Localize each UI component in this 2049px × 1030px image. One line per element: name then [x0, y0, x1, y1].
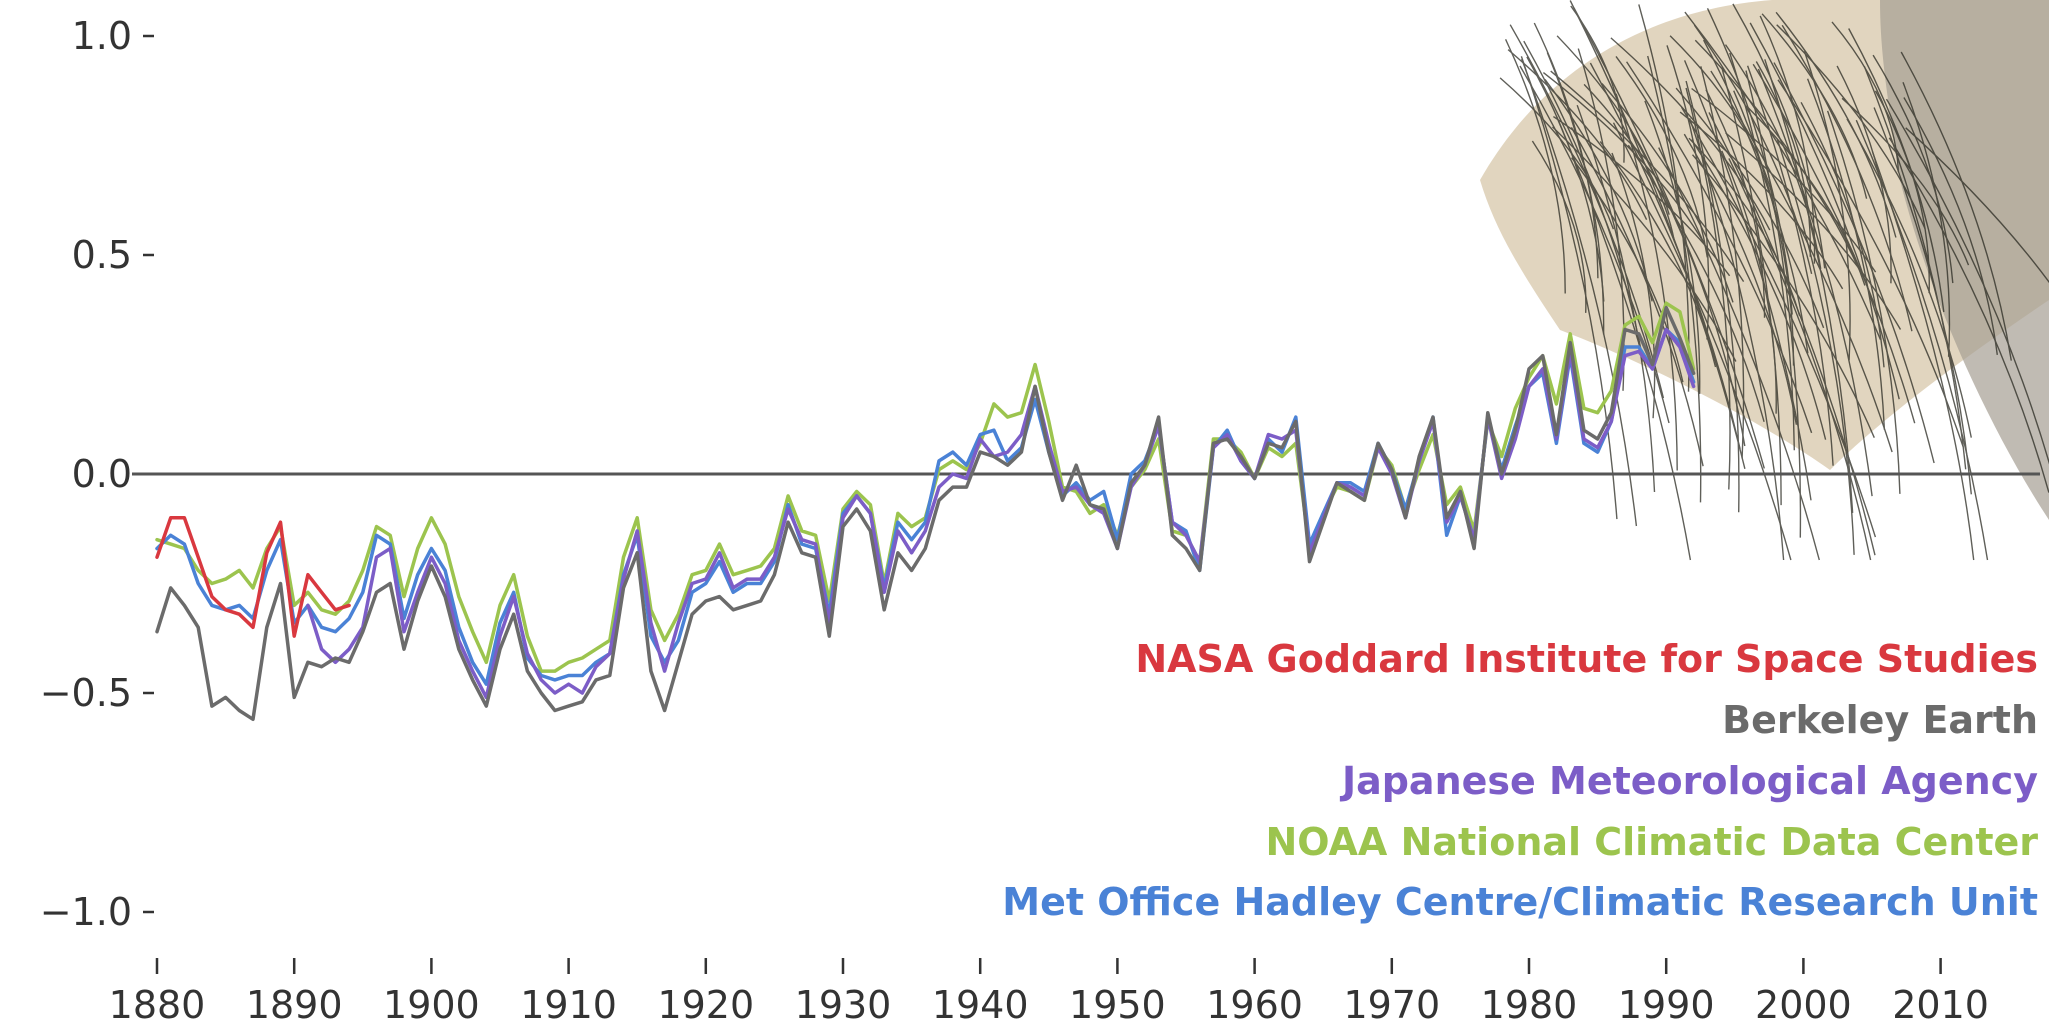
legend-entry: NOAA National Climatic Data Center	[1265, 820, 2038, 864]
decor-strand	[1688, 137, 1801, 316]
decor-strand	[1733, 90, 1795, 366]
x-tick-label: 1930	[795, 983, 892, 1027]
decor-strand	[1679, 111, 1844, 290]
x-tick-label: 1880	[109, 983, 206, 1027]
decor-strand	[1542, 72, 1706, 245]
decor-strand	[1526, 56, 1605, 302]
decor-strand	[1826, 110, 1901, 494]
decor-strand	[1688, 117, 1785, 561]
decor-strand	[1544, 78, 1653, 302]
legend-entry: Berkeley Earth	[1722, 698, 2038, 742]
decor-strand	[1521, 58, 1638, 527]
decor-strand	[1903, 97, 1998, 355]
x-tick-label: 1920	[657, 983, 754, 1027]
x-tick-label: 2010	[1892, 983, 1989, 1027]
decor-strand	[1872, 54, 1954, 284]
decor-strand	[1691, 139, 1827, 440]
x-tick-label: 1890	[246, 983, 343, 1027]
legend-entry: NASA Goddard Institute for Space Studies	[1135, 637, 2038, 681]
decor-strand	[1576, 104, 1656, 493]
decor-strand	[1638, 4, 1690, 392]
decor-strand	[1546, 52, 1605, 335]
decor-strand	[1675, 87, 1825, 329]
x-tick-label: 2000	[1755, 983, 1852, 1027]
decor-strand	[1507, 49, 1648, 220]
y-tick-label: −1.0	[40, 890, 132, 934]
decor-strand	[1721, 67, 1782, 506]
axes: 1.0 0.5 0.0 −0.5 −1.0 1880 1890 1900 1910 1920 193…	[40, 14, 1989, 1027]
decor-strand	[1708, 112, 1876, 556]
decor-strand	[1570, 5, 1625, 163]
decor-strand	[1666, 45, 1710, 340]
decor-strand	[1504, 39, 1566, 294]
legend: NASA Goddard Institute for Space Studies…	[1002, 637, 2038, 924]
decor-strand	[1846, 118, 1972, 438]
decor-strand	[1610, 37, 1771, 231]
decor-strand	[1728, 158, 1872, 561]
decor-strand	[1569, 0, 1746, 469]
series-line-3	[155, 301, 1696, 673]
decor-strand	[1776, 24, 1926, 229]
decor-strand	[1764, 59, 1854, 513]
decor-strand	[1721, 150, 1777, 414]
x-tick-label: 1960	[1206, 983, 1303, 1027]
decor-strand	[1669, 35, 1774, 197]
series-layer	[155, 301, 1696, 722]
decor-strand	[1781, 24, 1913, 332]
decor-strand	[1693, 24, 1813, 275]
series-line-1	[155, 305, 1696, 722]
y-tick-label: 0.0	[72, 452, 132, 496]
decor-strand	[1900, 51, 2012, 361]
x-tick-label: 1980	[1481, 983, 1578, 1027]
decor-strand	[1724, 44, 1822, 269]
decor-strand	[1519, 65, 1670, 424]
decor-strand	[1601, 83, 1734, 303]
decor-strand	[1685, 87, 1731, 490]
decor-strand	[1553, 116, 1731, 277]
decor-strand	[1644, 100, 1701, 395]
decor-strand	[1803, 50, 1851, 361]
x-tick-label: 1910	[520, 983, 617, 1027]
decor-strand	[1761, 13, 1868, 199]
x-tick-label: 1900	[383, 983, 480, 1027]
decor-strand	[1499, 77, 1615, 230]
decor-strands	[1499, 0, 2049, 561]
decor-strand	[1863, 66, 1967, 470]
series-line-0	[155, 516, 351, 638]
decor-strand	[1759, 15, 1816, 264]
decor-strand	[1626, 61, 1813, 434]
decor-strand	[1732, 3, 1826, 269]
legend-entry: Met Office Hadley Centre/Climatic Resear…	[1002, 880, 2038, 924]
decor-strand	[1905, 127, 2049, 284]
x-tick-label: 1990	[1618, 983, 1715, 1027]
decor-strand	[1757, 68, 1873, 497]
decor-strand	[1841, 97, 1970, 266]
decor-strand	[1570, 127, 1704, 467]
x-tick-label: 1970	[1343, 983, 1440, 1027]
decor-strand	[1630, 130, 1746, 447]
decor-strand	[1615, 93, 1678, 471]
decor-strand	[1755, 61, 1812, 257]
decor-strand	[1520, 56, 1618, 520]
x-tick-label: 1940	[932, 983, 1029, 1027]
y-tick-label: 0.5	[72, 233, 132, 277]
decor-strand	[1806, 78, 1886, 430]
decor-strand	[1691, 87, 1877, 273]
y-tick-label: −0.5	[40, 671, 132, 715]
decor-strand	[1627, 144, 1765, 422]
decor-strand	[1888, 137, 2049, 493]
decor-strand	[1550, 70, 1745, 282]
decor-strand	[1680, 106, 1877, 538]
decorative-instrument-illustration	[1480, 0, 2049, 561]
x-tick-label: 1950	[1069, 983, 1166, 1027]
legend-entry: Japanese Meteorological Agency	[1339, 759, 2038, 803]
decor-strand	[1615, 55, 1708, 258]
decor-strand	[1855, 119, 1989, 561]
y-tick-label: 1.0	[72, 14, 132, 58]
decor-strand	[1658, 147, 1820, 561]
decor-strand	[1700, 66, 1745, 459]
decor-strand	[1555, 115, 1692, 561]
